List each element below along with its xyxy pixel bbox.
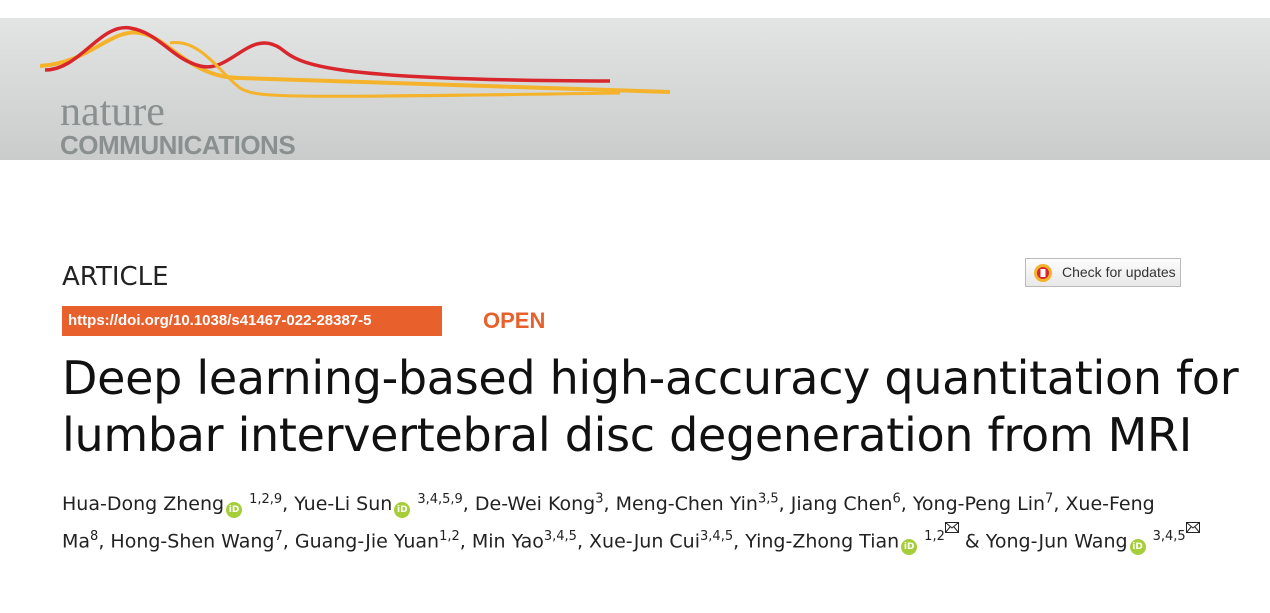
check-icon: [1034, 264, 1052, 282]
affiliation: 7: [1045, 491, 1054, 507]
affiliation: 3: [595, 491, 604, 507]
separator: ,: [576, 530, 583, 553]
affiliation: 6: [892, 491, 901, 507]
journal-name: nature: [60, 89, 165, 135]
affiliation: 3,4,5: [543, 529, 577, 544]
title-line: lumbar intervertebral disc degeneration …: [62, 408, 1192, 462]
affiliation: 8: [90, 529, 99, 544]
author-name[interactable]: Min Yao: [471, 530, 544, 553]
title-line: Deep learning-based high-accuracy quanti…: [62, 351, 1239, 405]
author-name[interactable]: Jiang Chen: [790, 493, 893, 515]
author-name[interactable]: Xue-Feng Ma: [62, 493, 1155, 553]
conjunction: &: [964, 530, 980, 553]
affiliation: 1,2,9: [249, 491, 283, 507]
check-updates-button[interactable]: Check for updates: [1025, 258, 1181, 287]
separator: ,: [1053, 493, 1060, 515]
author-name[interactable]: De-Wei Kong: [474, 493, 596, 515]
email-icon[interactable]: [944, 522, 959, 533]
author-name[interactable]: Hong-Shen Wang: [110, 530, 275, 553]
author-name[interactable]: Ying-Zhong Tian: [745, 530, 900, 553]
open-access: OPEN: [483, 308, 546, 333]
separator: ,: [733, 530, 740, 553]
affiliation: 3,4,5: [1153, 522, 1200, 544]
journal-name: COMMUNICATIONS: [60, 130, 296, 160]
author-name[interactable]: Xue-Jun Cui: [589, 530, 701, 553]
check-updates-label: Check for updates: [1062, 264, 1176, 280]
email-icon[interactable]: [1185, 522, 1200, 533]
separator: ,: [778, 493, 785, 515]
separator: ,: [462, 493, 469, 515]
author-name[interactable]: Meng-Chen Yin: [615, 493, 758, 515]
orcid-icon[interactable]: iD: [226, 502, 243, 518]
journal-logo-waves: [39, 26, 671, 98]
journal-banner: nature COMMUNICATIONS: [0, 18, 1270, 160]
article-type: ARTICLE: [62, 262, 169, 292]
author-list: Hua-Dong Zheng iD1,2,9, Yue-Li Sun iD3,4,5…: [62, 486, 1202, 559]
separator: ,: [98, 530, 105, 553]
orcid-icon[interactable]: iD: [1129, 539, 1146, 556]
article-title: Deep learning-based high-accuracy quanti…: [62, 350, 1239, 464]
author-name[interactable]: Yong-Jun Wang: [985, 530, 1128, 553]
affiliation: 1,2: [439, 529, 460, 544]
author-name[interactable]: Guang-Jie Yuan: [294, 530, 440, 553]
orcid-icon[interactable]: iD: [901, 539, 918, 556]
separator: ,: [900, 493, 907, 515]
affiliation: 1,2: [924, 522, 959, 544]
separator: ,: [459, 530, 466, 553]
doi-link[interactable]: https://doi.org/10.1038/s41467-022-28387…: [62, 306, 442, 336]
author-name[interactable]: Hua-Dong Zheng: [62, 493, 225, 515]
affiliation: 7: [274, 529, 283, 544]
affiliation: 3,4,5,9: [417, 491, 463, 507]
separator: ,: [282, 493, 289, 515]
affiliation: 3,5: [757, 491, 779, 507]
orcid-icon[interactable]: iD: [394, 502, 411, 518]
separator: ,: [282, 530, 289, 553]
author-name[interactable]: Yue-Li Sun: [294, 493, 393, 515]
separator: ,: [603, 493, 610, 515]
affiliation: 3,4,5: [700, 529, 734, 544]
author-name[interactable]: Yong-Peng Lin: [912, 493, 1046, 515]
